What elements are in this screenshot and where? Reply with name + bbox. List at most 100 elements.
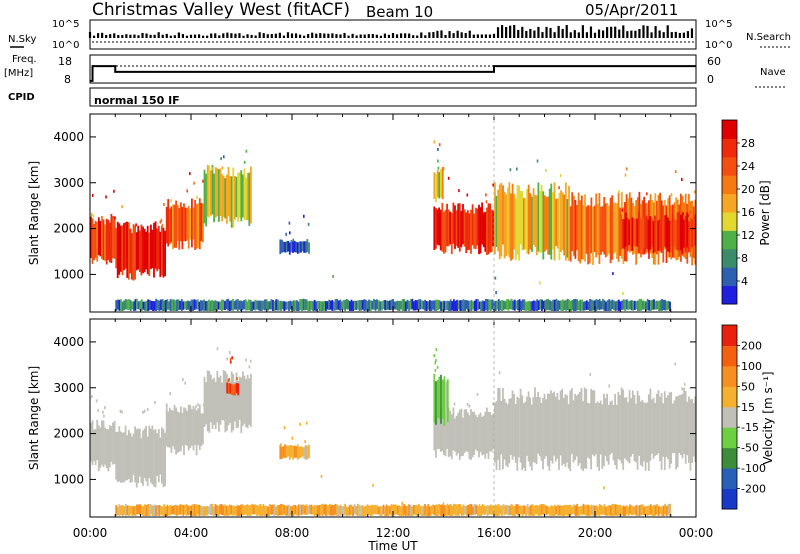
scatter-cell [587, 205, 590, 265]
scatter-cell [593, 390, 596, 457]
speckle [245, 149, 248, 153]
scatter-cell [353, 300, 356, 311]
scatter-cell [382, 504, 385, 515]
scatter-cell [309, 300, 311, 311]
nsky-right-tick-bottom: 10^0 [705, 40, 732, 51]
scatter-cell [630, 300, 633, 311]
station-title: Christmas Valley West (fitACF) [92, 0, 350, 20]
scatter-cell [650, 217, 653, 247]
colorbar-tick-label: 20 [741, 183, 755, 196]
scatter-cell [401, 505, 404, 516]
scatter-cell [227, 298, 230, 311]
scatter-cell [469, 504, 471, 515]
scatter-cell [301, 299, 303, 311]
scatter-cell [658, 219, 661, 248]
scatter-cell [453, 299, 455, 311]
scatter-cell [472, 506, 474, 515]
scatter-cell [210, 374, 212, 423]
scatter-cell [502, 387, 504, 470]
scatter-cell [198, 504, 201, 516]
scatter-cell [398, 505, 401, 516]
scatter-cell [429, 506, 431, 516]
scatter-cell [568, 504, 571, 516]
scatter-cell [241, 301, 244, 311]
scatter-cell [115, 228, 118, 269]
scatter-cell [292, 445, 294, 460]
power-x-ticks [89, 114, 697, 312]
scatter-cell [279, 239, 282, 255]
speckle [223, 155, 225, 159]
scatter-cell [213, 173, 215, 223]
scatter-cell [276, 299, 279, 311]
scatter-cell [482, 415, 485, 455]
scatter-cell [515, 198, 517, 261]
scatter-cell [633, 395, 636, 462]
colorbar-tick-label: 4 [741, 275, 748, 288]
scatter-cell [211, 379, 214, 429]
scatter-cell [565, 504, 567, 515]
scatter-cell [301, 241, 304, 252]
scatter-cell [167, 199, 170, 247]
scatter-cell [619, 504, 622, 515]
scatter-cell [160, 299, 162, 311]
scatter-cell [425, 506, 428, 516]
scatter-cell [595, 403, 597, 455]
scatter-cell [636, 218, 639, 247]
speckle [159, 220, 162, 224]
velocity-ylabel: Slant Range [km] [27, 366, 41, 470]
scatter-cell [592, 505, 595, 516]
scatter-cell [268, 504, 271, 515]
scatter-cell [163, 504, 166, 516]
scatter-cell [183, 407, 185, 456]
nave-tick-bottom: 0 [707, 73, 714, 86]
scatter-cell [393, 504, 396, 516]
scatter-cell [515, 301, 518, 310]
scatter-cell [381, 506, 383, 516]
scatter-cell [480, 301, 482, 311]
scatter-cell [624, 299, 627, 311]
scatter-cell [438, 414, 440, 449]
scatter-cell [484, 411, 487, 459]
scatter-cell [369, 300, 372, 311]
time-axis-label: Time UT [367, 539, 418, 553]
speckle [91, 395, 93, 399]
speckle [434, 368, 437, 372]
colorbar-segment [722, 406, 737, 428]
speckle [494, 276, 497, 280]
scatter-cell [626, 217, 629, 252]
speckle [625, 167, 628, 171]
scatter-cell [657, 390, 660, 454]
scatter-cell [493, 505, 495, 515]
scatter-cell [473, 300, 476, 311]
scatter-cell [148, 232, 151, 276]
scatter-cell [413, 301, 415, 311]
scatter-cell [334, 503, 337, 515]
scatter-cell [521, 191, 524, 251]
scatter-cell [280, 300, 282, 311]
scatter-cell [625, 212, 627, 247]
scatter-cell [243, 375, 246, 424]
scatter-cell [651, 299, 654, 310]
scatter-cell [449, 299, 452, 311]
scatter-cell [516, 396, 519, 471]
scatter-cell [493, 300, 495, 311]
speckle [95, 399, 98, 403]
scatter-cell [290, 240, 293, 252]
scatter-cell [609, 401, 612, 455]
scatter-cell [296, 300, 298, 311]
scatter-cell [368, 505, 370, 515]
speckle [447, 176, 450, 180]
scatter-cell [489, 203, 491, 253]
scatter-cell [617, 392, 620, 459]
scatter-cell [146, 436, 149, 486]
scatter-cell [281, 503, 284, 516]
scatter-cell [96, 222, 99, 262]
scatter-cell [156, 433, 159, 476]
scatter-cell [637, 505, 639, 516]
scatter-cell [121, 504, 124, 516]
time-tick-label: 00:00 [679, 526, 714, 540]
colorbar-segment [722, 120, 737, 139]
scatter-cell [187, 505, 190, 515]
scatter-cell [180, 202, 182, 242]
scatter-cell [510, 503, 513, 516]
